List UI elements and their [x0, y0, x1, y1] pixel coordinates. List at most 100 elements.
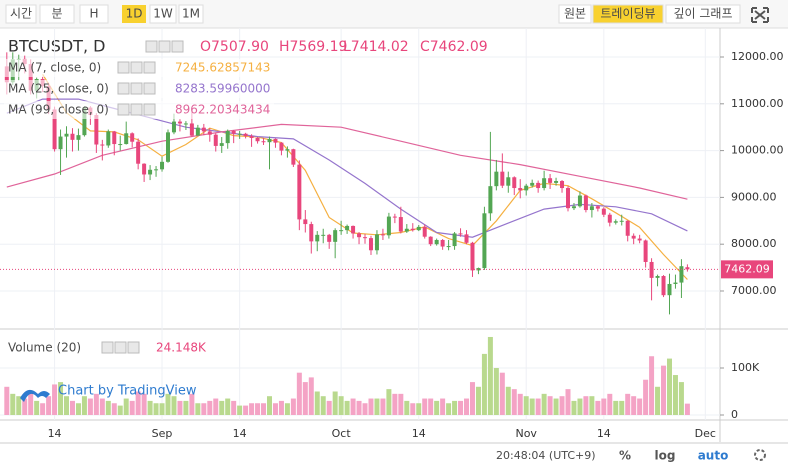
- candle-body: [613, 221, 618, 223]
- x-tick-label: Oct: [332, 427, 352, 440]
- volume-bar: [398, 393, 404, 415]
- view-label[interactable]: 원본: [564, 7, 586, 21]
- volume-bar: [231, 400, 237, 415]
- legend-icon[interactable]: [101, 341, 114, 354]
- volume-bar: [201, 403, 207, 415]
- volume-bar: [571, 400, 577, 415]
- ma-legend-name: MA (25, close, 0): [8, 82, 109, 96]
- interval-button[interactable]: [149, 4, 177, 24]
- candle-body: [482, 213, 487, 269]
- volume-bar: [547, 396, 553, 415]
- candle-body: [506, 177, 511, 186]
- volume-bar: [207, 400, 213, 415]
- interval-label[interactable]: 분: [51, 7, 62, 21]
- candle-body: [673, 282, 678, 284]
- legend-icon[interactable]: [145, 40, 158, 53]
- volume-bar: [589, 396, 595, 415]
- legend-icon[interactable]: [114, 341, 127, 354]
- volume-tick-label: 0: [731, 408, 738, 421]
- legend-icon[interactable]: [117, 82, 130, 95]
- interval-label[interactable]: H: [89, 7, 98, 21]
- x-tick-label: Nov: [515, 427, 537, 440]
- candle-body: [571, 206, 576, 209]
- candle-body: [518, 188, 523, 191]
- view-button[interactable]: [665, 4, 741, 24]
- legend-icon[interactable]: [130, 103, 143, 116]
- volume-bar: [631, 396, 637, 415]
- volume-bar: [22, 398, 28, 415]
- clock: 20:48:04 (UTC+9): [496, 449, 596, 462]
- expand-glyph[interactable]: [751, 7, 769, 23]
- volume-bar: [171, 396, 177, 415]
- volume-bar: [117, 405, 123, 415]
- volume-bar: [535, 398, 541, 415]
- volume-bar: [284, 403, 290, 415]
- legend-icon[interactable]: [143, 61, 156, 74]
- volume-bar: [487, 336, 493, 415]
- candle-body: [177, 121, 182, 124]
- volume-bar: [464, 398, 470, 415]
- candle-body: [183, 123, 188, 125]
- volume-bar: [619, 400, 625, 415]
- ohlc-legend: L7414.02: [343, 39, 409, 55]
- volume-bar: [678, 382, 684, 415]
- scale-button[interactable]: log: [655, 449, 676, 463]
- interval-button[interactable]: [178, 4, 204, 24]
- view-label[interactable]: 트레이딩뷰: [600, 7, 655, 21]
- legend-icon[interactable]: [117, 61, 130, 74]
- scale-button[interactable]: auto: [698, 449, 729, 463]
- active-interval[interactable]: [122, 5, 146, 23]
- legend-icon[interactable]: [143, 82, 156, 95]
- candle-body: [577, 195, 582, 207]
- candle-body: [661, 276, 666, 296]
- volume-bar: [266, 396, 272, 415]
- interval-button[interactable]: [39, 4, 75, 24]
- volume-bar: [368, 398, 374, 415]
- candle-body: [136, 141, 141, 164]
- scale-button[interactable]: %: [619, 449, 631, 463]
- settings-icon[interactable]: [754, 449, 766, 461]
- volume-bar: [123, 398, 129, 415]
- candle-body: [446, 246, 451, 248]
- interval-label[interactable]: 시간: [10, 7, 32, 21]
- view-label[interactable]: 깊이 그래프: [673, 7, 732, 21]
- candle-body: [512, 177, 517, 189]
- interval-button[interactable]: [79, 4, 109, 24]
- candle-body: [219, 143, 224, 146]
- interval-label[interactable]: 1D: [126, 7, 143, 21]
- view-button[interactable]: [592, 4, 664, 24]
- volume-bar: [165, 393, 171, 415]
- volume-bar: [75, 403, 81, 415]
- volume-bar: [147, 400, 153, 415]
- interval-label[interactable]: 1M: [182, 7, 200, 21]
- volume-bar: [159, 403, 165, 415]
- interval-label[interactable]: 1W: [153, 7, 173, 21]
- legend-icon[interactable]: [117, 103, 130, 116]
- legend-icon[interactable]: [171, 40, 184, 53]
- x-tick-label: 14: [597, 427, 611, 440]
- candle-body: [536, 182, 541, 189]
- candle-body: [566, 188, 570, 209]
- volume-bar: [643, 379, 649, 415]
- legend-icon[interactable]: [127, 341, 140, 354]
- interval-button[interactable]: [5, 4, 37, 24]
- legend-icon[interactable]: [158, 40, 171, 53]
- legend-icon[interactable]: [143, 103, 156, 116]
- expand-icon[interactable]: [751, 7, 769, 23]
- volume-bar: [344, 400, 350, 415]
- volume-bar: [105, 400, 111, 415]
- view-button[interactable]: [558, 4, 592, 24]
- volume-bar: [141, 393, 147, 415]
- watermark[interactable]: Chart by TradingView: [58, 384, 197, 399]
- volume-bar: [541, 393, 547, 415]
- volume-bar: [219, 400, 225, 415]
- candle-body: [392, 216, 397, 218]
- legend-icon[interactable]: [130, 61, 143, 74]
- volume-bar: [523, 396, 529, 415]
- volume-bar: [314, 391, 320, 415]
- volume-bar: [237, 405, 243, 415]
- candle-body: [458, 233, 463, 235]
- candle-body: [291, 149, 296, 165]
- x-tick-label: Sep: [152, 427, 173, 440]
- legend-icon[interactable]: [130, 82, 143, 95]
